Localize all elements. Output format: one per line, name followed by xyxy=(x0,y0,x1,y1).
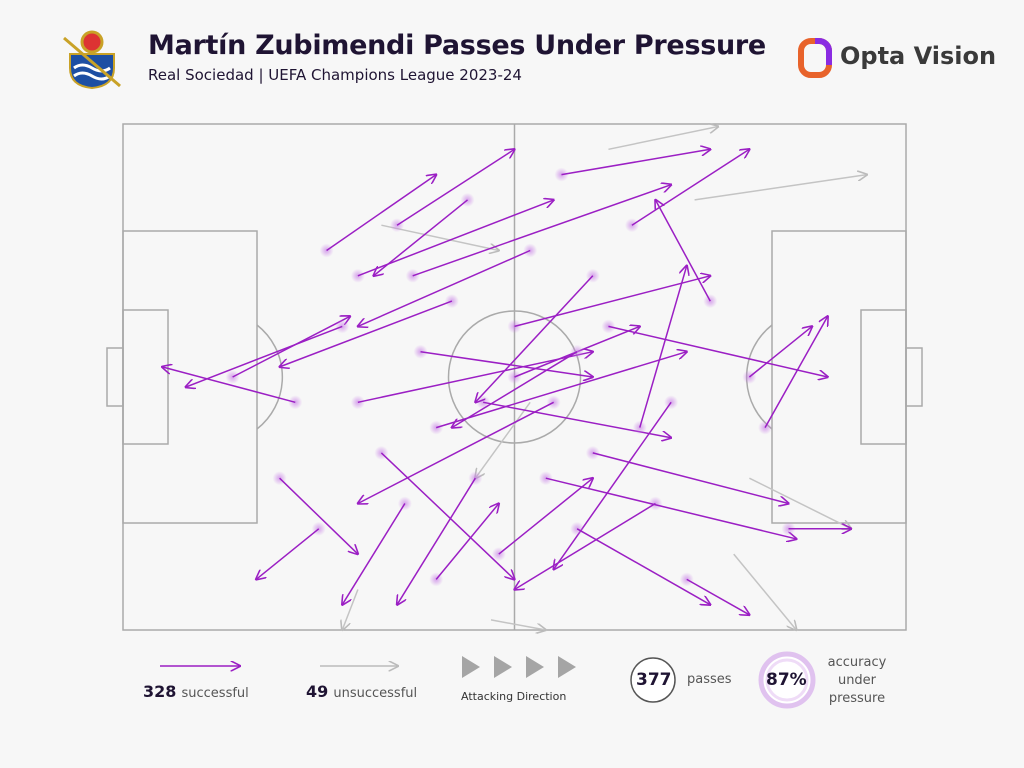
successful-pass xyxy=(631,149,749,226)
successful-label: successful xyxy=(181,686,249,701)
brand: Opta Vision xyxy=(840,42,997,70)
successful-pass xyxy=(357,200,554,277)
direction-arrows xyxy=(462,656,576,678)
successful-pass xyxy=(545,477,797,539)
successful-pass xyxy=(435,504,499,580)
accuracy-value: 87% xyxy=(766,670,807,690)
successful-pass xyxy=(639,266,687,428)
legend-arrow-successful xyxy=(160,655,250,679)
successful-pass xyxy=(162,367,296,404)
unsuccessful-pass xyxy=(490,619,546,630)
successful-pass xyxy=(326,175,437,252)
successful-pass xyxy=(280,300,453,367)
successful-pass xyxy=(592,452,789,504)
total-count: 377 xyxy=(636,670,672,690)
legend-successful: 328 successful xyxy=(143,682,249,701)
unsuccessful-count: 49 xyxy=(306,682,329,701)
total-circle xyxy=(630,657,676,703)
successful-pass xyxy=(561,149,710,176)
successful-pass xyxy=(686,578,750,614)
direction-label: Attacking Direction xyxy=(461,690,567,703)
unsuccessful-pass xyxy=(342,589,359,630)
legend-unsuccessful: 49 unsuccessful xyxy=(306,682,417,701)
unsuccessful-pass xyxy=(608,127,718,151)
unsuccessful-pass xyxy=(694,175,867,201)
unsuccessful-pass xyxy=(733,553,797,630)
club-crest xyxy=(63,30,121,90)
legend-arrow-unsuccessful xyxy=(320,655,410,679)
successful-pass xyxy=(475,275,594,403)
title: Martín Zubimendi Passes Under Pressure xyxy=(148,30,766,61)
successful-count: 328 xyxy=(143,682,177,701)
unsuccessful-label: unsuccessful xyxy=(333,686,418,701)
successful-pass xyxy=(396,149,514,226)
successful-pass xyxy=(358,249,531,327)
successful-pass xyxy=(608,325,827,377)
successful-pass xyxy=(514,276,711,328)
successful-pass xyxy=(748,326,812,378)
successful-pass xyxy=(357,352,593,404)
successful-pass xyxy=(279,477,358,554)
successful-pass xyxy=(412,185,671,277)
successful-pass xyxy=(576,528,710,605)
successful-pass xyxy=(655,200,711,302)
successful-pass xyxy=(186,325,343,387)
successful-pass xyxy=(498,478,593,555)
accuracy-circle xyxy=(758,651,816,709)
accuracy-label: accuracy under pressure xyxy=(827,655,887,706)
pitch-lines xyxy=(106,123,923,631)
successful-pass xyxy=(435,352,687,429)
successful-pass xyxy=(420,350,593,377)
successful-pass xyxy=(358,401,554,503)
successful-pass xyxy=(452,351,578,428)
unsuccessful-pass xyxy=(475,401,531,478)
successful-pass xyxy=(764,316,828,428)
subtitle: Real Sociedad | UEFA Champions League 20… xyxy=(148,66,522,84)
successful-pass xyxy=(397,477,476,605)
successful-pass xyxy=(380,452,514,580)
successful-pass xyxy=(515,502,656,590)
total-label: passes xyxy=(687,672,732,687)
successful-pass xyxy=(374,199,468,276)
successful-pass xyxy=(256,528,320,580)
brand-logo xyxy=(798,38,832,78)
unsuccessful-pass xyxy=(749,477,851,529)
pitch xyxy=(106,0,923,650)
successful-pass xyxy=(342,503,406,605)
successful-pass xyxy=(554,401,672,569)
